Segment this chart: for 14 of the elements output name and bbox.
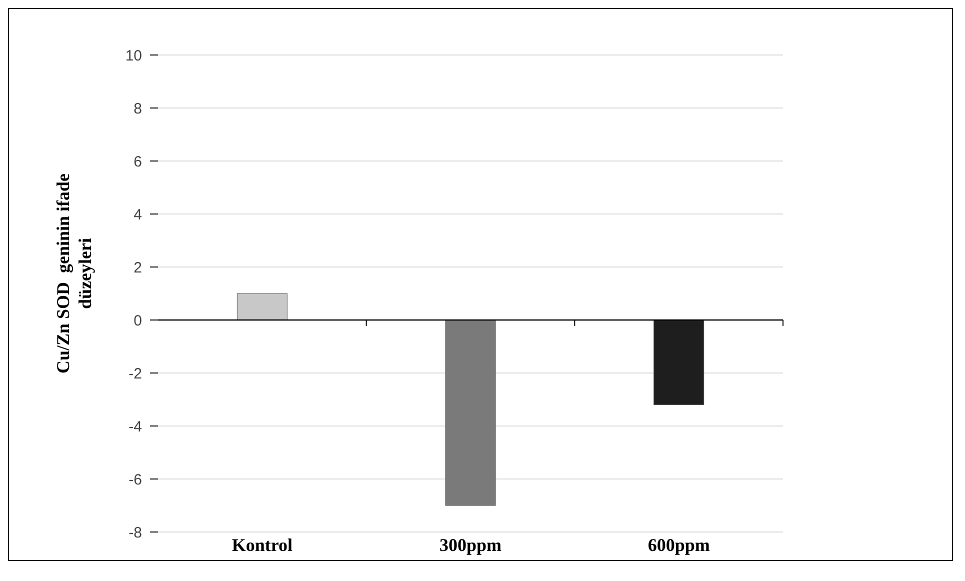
y-tick-label: -6 xyxy=(128,471,142,488)
y-tick-label: -4 xyxy=(128,418,142,436)
x-tick-label: 600ppm xyxy=(648,535,710,555)
x-tick-label: Kontrol xyxy=(232,535,293,555)
y-tick-label: 4 xyxy=(134,206,142,224)
y-axis-title: Cu/Zn SOD geninin ifade düzeyleri xyxy=(53,173,95,374)
y-tick-label: -8 xyxy=(128,524,142,542)
y-tick-label: 0 xyxy=(134,312,142,330)
y-tick-label: 6 xyxy=(134,153,142,170)
x-tick-label: 300ppm xyxy=(439,535,502,555)
y-tick-label: 2 xyxy=(134,259,142,276)
y-tick-label: 10 xyxy=(125,47,142,64)
y-tick-label: 8 xyxy=(134,100,142,118)
y-tick-label: -2 xyxy=(128,365,142,382)
